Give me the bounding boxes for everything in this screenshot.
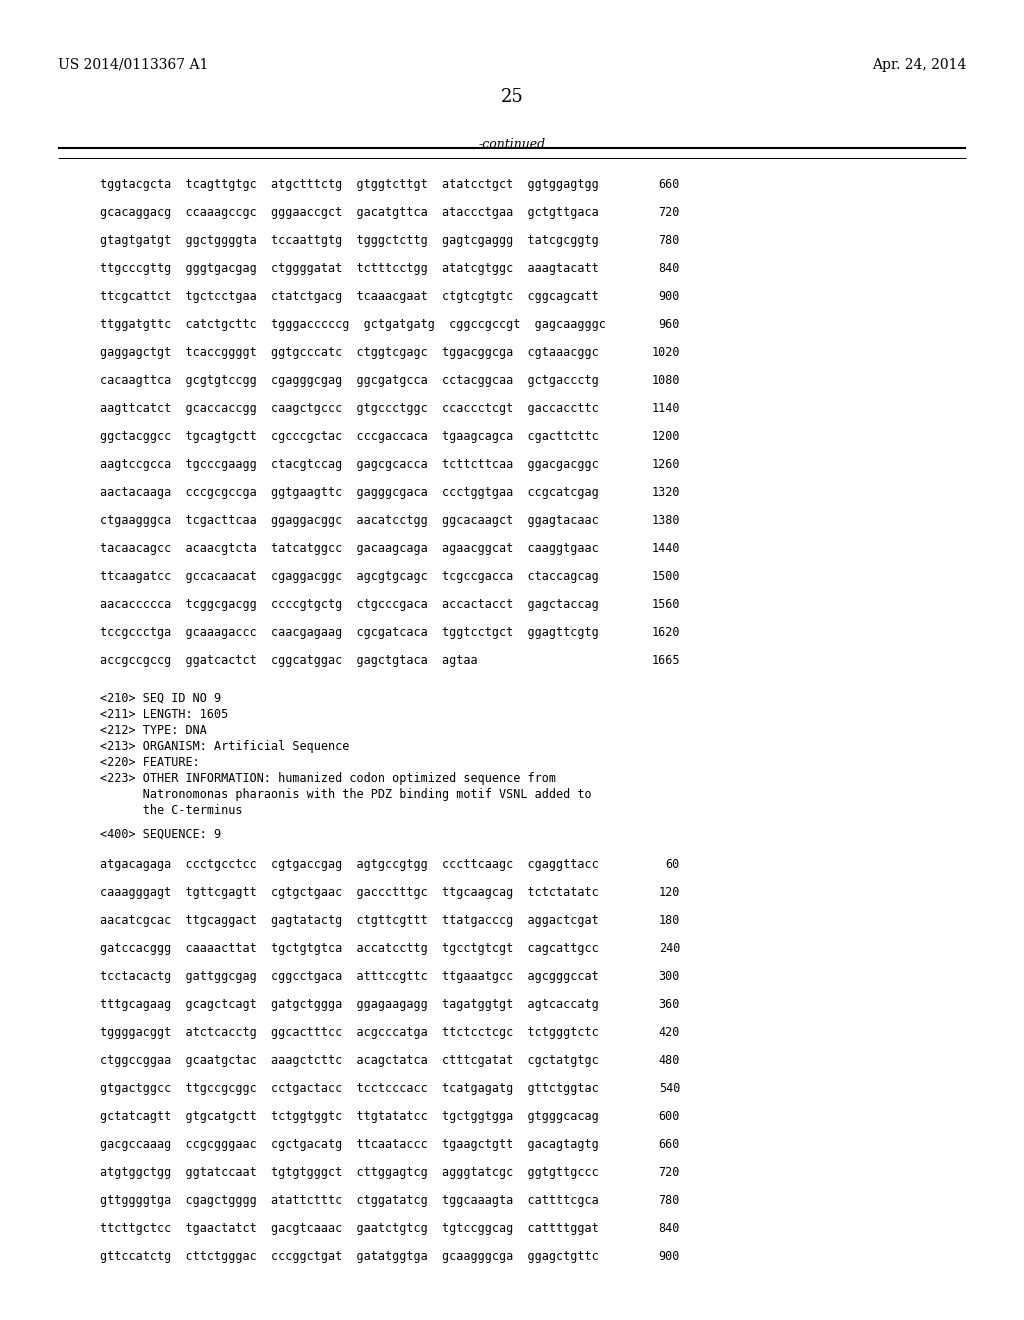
- Text: 1020: 1020: [651, 346, 680, 359]
- Text: gacgccaaag  ccgcgggaac  cgctgacatg  ttcaataccc  tgaagctgtt  gacagtagtg: gacgccaaag ccgcgggaac cgctgacatg ttcaata…: [100, 1138, 599, 1151]
- Text: 1380: 1380: [651, 513, 680, 527]
- Text: 300: 300: [658, 970, 680, 983]
- Text: tccgccctga  gcaaagaccc  caacgagaag  cgcgatcaca  tggtcctgct  ggagttcgtg: tccgccctga gcaaagaccc caacgagaag cgcgatc…: [100, 626, 599, 639]
- Text: gtagtgatgt  ggctggggta  tccaattgtg  tgggctcttg  gagtcgaggg  tatcgcggtg: gtagtgatgt ggctggggta tccaattgtg tgggctc…: [100, 234, 599, 247]
- Text: Natronomonas pharaonis with the PDZ binding motif VSNL added to: Natronomonas pharaonis with the PDZ bind…: [100, 788, 592, 801]
- Text: 960: 960: [658, 318, 680, 331]
- Text: Apr. 24, 2014: Apr. 24, 2014: [871, 58, 966, 73]
- Text: caaagggagt  tgttcgagtt  cgtgctgaac  gaccctttgc  ttgcaagcag  tctctatatc: caaagggagt tgttcgagtt cgtgctgaac gaccctt…: [100, 886, 599, 899]
- Text: tcctacactg  gattggcgag  cggcctgaca  atttccgttc  ttgaaatgcc  agcgggccat: tcctacactg gattggcgag cggcctgaca atttccg…: [100, 970, 599, 983]
- Text: the C-terminus: the C-terminus: [100, 804, 243, 817]
- Text: 840: 840: [658, 1222, 680, 1236]
- Text: 120: 120: [658, 886, 680, 899]
- Text: 180: 180: [658, 913, 680, 927]
- Text: <211> LENGTH: 1605: <211> LENGTH: 1605: [100, 708, 228, 721]
- Text: 660: 660: [658, 1138, 680, 1151]
- Text: 1140: 1140: [651, 403, 680, 414]
- Text: ttgcccgttg  gggtgacgag  ctggggatat  tctttcctgg  atatcgtggc  aaagtacatt: ttgcccgttg gggtgacgag ctggggatat tctttcc…: [100, 261, 599, 275]
- Text: 420: 420: [658, 1026, 680, 1039]
- Text: <220> FEATURE:: <220> FEATURE:: [100, 756, 200, 770]
- Text: 900: 900: [658, 290, 680, 304]
- Text: ctgaagggca  tcgacttcaa  ggaggacggc  aacatcctgg  ggcacaagct  ggagtacaac: ctgaagggca tcgacttcaa ggaggacggc aacatcc…: [100, 513, 599, 527]
- Text: 900: 900: [658, 1250, 680, 1263]
- Text: tacaacagcc  acaacgtcta  tatcatggcc  gacaagcaga  agaacggcat  caaggtgaac: tacaacagcc acaacgtcta tatcatggcc gacaagc…: [100, 543, 599, 554]
- Text: 60: 60: [666, 858, 680, 871]
- Text: 1665: 1665: [651, 653, 680, 667]
- Text: gttggggtga  cgagctgggg  atattctttc  ctggatatcg  tggcaaagta  cattttcgca: gttggggtga cgagctgggg atattctttc ctggata…: [100, 1195, 599, 1206]
- Text: 660: 660: [658, 178, 680, 191]
- Text: 780: 780: [658, 1195, 680, 1206]
- Text: ttcaagatcc  gccacaacat  cgaggacggc  agcgtgcagc  tcgccgacca  ctaccagcag: ttcaagatcc gccacaacat cgaggacggc agcgtgc…: [100, 570, 599, 583]
- Text: <400> SEQUENCE: 9: <400> SEQUENCE: 9: [100, 828, 221, 841]
- Text: aacaccccca  tcggcgacgg  ccccgtgctg  ctgcccgaca  accactacct  gagctaccag: aacaccccca tcggcgacgg ccccgtgctg ctgcccg…: [100, 598, 599, 611]
- Text: ctggccggaa  gcaatgctac  aaagctcttc  acagctatca  ctttcgatat  cgctatgtgc: ctggccggaa gcaatgctac aaagctcttc acagcta…: [100, 1053, 599, 1067]
- Text: 480: 480: [658, 1053, 680, 1067]
- Text: tttgcagaag  gcagctcagt  gatgctggga  ggagaagagg  tagatggtgt  agtcaccatg: tttgcagaag gcagctcagt gatgctggga ggagaag…: [100, 998, 599, 1011]
- Text: gatccacggg  caaaacttat  tgctgtgtca  accatccttg  tgcctgtcgt  cagcattgcc: gatccacggg caaaacttat tgctgtgtca accatcc…: [100, 942, 599, 954]
- Text: tggggacggt  atctcacctg  ggcactttcc  acgcccatga  ttctcctcgc  tctgggtctc: tggggacggt atctcacctg ggcactttcc acgccca…: [100, 1026, 599, 1039]
- Text: gaggagctgt  tcaccggggt  ggtgcccatc  ctggtcgagc  tggacggcga  cgtaaacggc: gaggagctgt tcaccggggt ggtgcccatc ctggtcg…: [100, 346, 599, 359]
- Text: aactacaaga  cccgcgccga  ggtgaagttc  gagggcgaca  ccctggtgaa  ccgcatcgag: aactacaaga cccgcgccga ggtgaagttc gagggcg…: [100, 486, 599, 499]
- Text: gcacaggacg  ccaaagccgc  gggaaccgct  gacatgttca  ataccctgaa  gctgttgaca: gcacaggacg ccaaagccgc gggaaccgct gacatgt…: [100, 206, 599, 219]
- Text: atgtggctgg  ggtatccaat  tgtgtgggct  cttggagtcg  agggtatcgc  ggtgttgccc: atgtggctgg ggtatccaat tgtgtgggct cttggag…: [100, 1166, 599, 1179]
- Text: gttccatctg  cttctgggac  cccggctgat  gatatggtga  gcaagggcga  ggagctgttc: gttccatctg cttctgggac cccggctgat gatatgg…: [100, 1250, 599, 1263]
- Text: US 2014/0113367 A1: US 2014/0113367 A1: [58, 58, 208, 73]
- Text: accgccgccg  ggatcactct  cggcatggac  gagctgtaca  agtaa: accgccgccg ggatcactct cggcatggac gagctgt…: [100, 653, 477, 667]
- Text: 720: 720: [658, 206, 680, 219]
- Text: <213> ORGANISM: Artificial Sequence: <213> ORGANISM: Artificial Sequence: [100, 741, 349, 752]
- Text: cacaagttca  gcgtgtccgg  cgagggcgag  ggcgatgcca  cctacggcaa  gctgaccctg: cacaagttca gcgtgtccgg cgagggcgag ggcgatg…: [100, 374, 599, 387]
- Text: gctatcagtt  gtgcatgctt  tctggtggtc  ttgtatatcc  tgctggtgga  gtgggcacag: gctatcagtt gtgcatgctt tctggtggtc ttgtata…: [100, 1110, 599, 1123]
- Text: 1200: 1200: [651, 430, 680, 444]
- Text: 1560: 1560: [651, 598, 680, 611]
- Text: gtgactggcc  ttgccgcggc  cctgactacc  tcctcccacc  tcatgagatg  gttctggtac: gtgactggcc ttgccgcggc cctgactacc tcctccc…: [100, 1082, 599, 1096]
- Text: 1500: 1500: [651, 570, 680, 583]
- Text: 780: 780: [658, 234, 680, 247]
- Text: aacatcgcac  ttgcaggact  gagtatactg  ctgttcgttt  ttatgacccg  aggactcgat: aacatcgcac ttgcaggact gagtatactg ctgttcg…: [100, 913, 599, 927]
- Text: ttcgcattct  tgctcctgaa  ctatctgacg  tcaaacgaat  ctgtcgtgtc  cggcagcatt: ttcgcattct tgctcctgaa ctatctgacg tcaaacg…: [100, 290, 599, 304]
- Text: <210> SEQ ID NO 9: <210> SEQ ID NO 9: [100, 692, 221, 705]
- Text: atgacagaga  ccctgcctcc  cgtgaccgag  agtgccgtgg  cccttcaagc  cgaggttacc: atgacagaga ccctgcctcc cgtgaccgag agtgccg…: [100, 858, 599, 871]
- Text: 720: 720: [658, 1166, 680, 1179]
- Text: 240: 240: [658, 942, 680, 954]
- Text: aagttcatct  gcaccaccgg  caagctgccc  gtgccctggc  ccaccctcgt  gaccaccttc: aagttcatct gcaccaccgg caagctgccc gtgccct…: [100, 403, 599, 414]
- Text: 840: 840: [658, 261, 680, 275]
- Text: ttggatgttc  catctgcttc  tgggacccccg  gctgatgatg  cggccgccgt  gagcaagggc: ttggatgttc catctgcttc tgggacccccg gctgat…: [100, 318, 606, 331]
- Text: 540: 540: [658, 1082, 680, 1096]
- Text: 25: 25: [501, 88, 523, 106]
- Text: tggtacgcta  tcagttgtgc  atgctttctg  gtggtcttgt  atatcctgct  ggtggagtgg: tggtacgcta tcagttgtgc atgctttctg gtggtct…: [100, 178, 599, 191]
- Text: ggctacggcc  tgcagtgctt  cgcccgctac  cccgaccaca  tgaagcagca  cgacttcttc: ggctacggcc tgcagtgctt cgcccgctac cccgacc…: [100, 430, 599, 444]
- Text: 600: 600: [658, 1110, 680, 1123]
- Text: <223> OTHER INFORMATION: humanized codon optimized sequence from: <223> OTHER INFORMATION: humanized codon…: [100, 772, 556, 785]
- Text: ttcttgctcc  tgaactatct  gacgtcaaac  gaatctgtcg  tgtccggcag  cattttggat: ttcttgctcc tgaactatct gacgtcaaac gaatctg…: [100, 1222, 599, 1236]
- Text: aagtccgcca  tgcccgaagg  ctacgtccag  gagcgcacca  tcttcttcaa  ggacgacggc: aagtccgcca tgcccgaagg ctacgtccag gagcgca…: [100, 458, 599, 471]
- Text: 1260: 1260: [651, 458, 680, 471]
- Text: 360: 360: [658, 998, 680, 1011]
- Text: -continued: -continued: [478, 139, 546, 150]
- Text: 1320: 1320: [651, 486, 680, 499]
- Text: 1080: 1080: [651, 374, 680, 387]
- Text: <212> TYPE: DNA: <212> TYPE: DNA: [100, 723, 207, 737]
- Text: 1440: 1440: [651, 543, 680, 554]
- Text: 1620: 1620: [651, 626, 680, 639]
